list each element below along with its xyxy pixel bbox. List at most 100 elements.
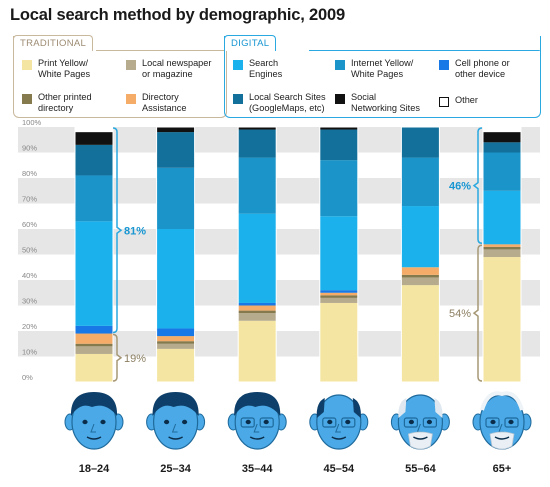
bar-segment bbox=[238, 310, 277, 314]
face-beard bbox=[489, 431, 515, 450]
annotation-label: 46% bbox=[449, 181, 471, 193]
bar-segment bbox=[319, 297, 358, 303]
face-eye bbox=[345, 419, 351, 425]
y-tick-label: 100% bbox=[22, 118, 42, 127]
annotation-label: 19% bbox=[124, 353, 146, 365]
legend-swatch bbox=[126, 60, 136, 70]
bar-segment bbox=[483, 152, 521, 191]
y-tick-label: 90% bbox=[22, 144, 37, 153]
y-tick-label: 30% bbox=[22, 297, 37, 306]
x-tick-label: 18–24 bbox=[79, 463, 110, 475]
x-tick-label: 55–64 bbox=[405, 463, 436, 475]
face-45-54-icon bbox=[309, 394, 369, 450]
legend-swatch bbox=[439, 60, 449, 70]
face-hair bbox=[352, 398, 361, 418]
face-nose bbox=[90, 423, 96, 433]
bar-segment bbox=[319, 295, 358, 298]
face-hair bbox=[234, 392, 281, 416]
annotations: 81% 19% 46% 54% bbox=[112, 127, 483, 382]
legend-item-directory-assistance: Directory Assistance bbox=[126, 92, 186, 114]
legend-label: Other bbox=[455, 95, 478, 105]
face-mouth bbox=[249, 436, 265, 440]
bar-segment bbox=[401, 206, 440, 268]
face-25-34-icon bbox=[146, 392, 206, 450]
x-tick-label: 45–54 bbox=[324, 463, 355, 475]
face-nose bbox=[253, 423, 260, 433]
face-eye bbox=[327, 419, 333, 425]
face-beard bbox=[407, 431, 433, 450]
bar-segment bbox=[75, 346, 113, 354]
annotation-bracket bbox=[112, 127, 123, 334]
legend-label: Print Yellow/ White Pages bbox=[38, 58, 91, 79]
face-35-44-icon bbox=[227, 392, 287, 450]
face-eye bbox=[164, 419, 170, 425]
legend-swatch bbox=[22, 60, 32, 70]
face-hair bbox=[70, 392, 118, 416]
legend-label: Local newspaper or magazine bbox=[142, 58, 212, 79]
face-hair bbox=[398, 398, 407, 418]
face-eye bbox=[426, 419, 432, 425]
legend-swatch bbox=[22, 94, 32, 104]
annotation-bracket bbox=[112, 333, 123, 382]
bar-segment bbox=[483, 132, 521, 143]
face-hair bbox=[480, 391, 524, 411]
bar-segment bbox=[156, 127, 195, 133]
legend-label: Local Search Sites (GoogleMaps, etc) bbox=[249, 92, 326, 113]
legend-traditional: TRADITIONAL Print Yellow/ White Pages Lo… bbox=[13, 35, 227, 118]
legend-swatch bbox=[233, 60, 243, 70]
bar-segment bbox=[238, 305, 277, 311]
legend-swatch bbox=[335, 60, 345, 70]
bar-segment bbox=[75, 353, 113, 382]
bar-segment bbox=[319, 127, 358, 130]
legend-item-other-printed-directory: Other printed directory bbox=[22, 92, 92, 114]
face-mouth bbox=[413, 436, 428, 440]
y-tick-label: 0% bbox=[22, 373, 33, 382]
bar-segment bbox=[401, 277, 440, 286]
legend-item-social-networking: Social Networking Sites bbox=[335, 92, 420, 114]
bar-segment bbox=[319, 216, 358, 291]
y-tick-label: 70% bbox=[22, 195, 37, 204]
face-glasses bbox=[422, 417, 437, 428]
face-nose bbox=[335, 423, 341, 433]
face-eye bbox=[408, 419, 414, 425]
bar-segment bbox=[75, 333, 113, 344]
legend-traditional-label: TRADITIONAL bbox=[13, 35, 94, 51]
bar-segment bbox=[156, 132, 195, 168]
y-tick-label: 80% bbox=[22, 169, 37, 178]
y-tick-label: 60% bbox=[22, 220, 37, 229]
y-axis-ticks: 0% 10% 20% 30% 40% 50% 60% 70% 80% 90% 100% bbox=[22, 118, 42, 382]
face-glasses bbox=[341, 417, 356, 428]
bar-segment bbox=[483, 127, 521, 133]
bar-segment bbox=[238, 213, 277, 303]
bar-segment bbox=[401, 274, 440, 278]
legend-label: Search Engines bbox=[249, 58, 283, 79]
legend-item-other: Other bbox=[439, 95, 478, 107]
legend-swatch bbox=[335, 94, 345, 104]
bar-segment bbox=[156, 229, 195, 329]
legend-label: Cell phone or other device bbox=[455, 58, 510, 79]
bar-segment bbox=[156, 341, 195, 344]
bar-segment bbox=[401, 127, 440, 158]
bar-segment bbox=[483, 244, 521, 247]
bar-segment bbox=[75, 325, 113, 334]
face-eye bbox=[508, 419, 514, 425]
bar-segment bbox=[319, 160, 358, 217]
bar-segment bbox=[156, 328, 195, 337]
bar-segment bbox=[319, 290, 358, 293]
legend-item-print-yellow-pages: Print Yellow/ White Pages bbox=[22, 58, 90, 80]
x-tick-label: 65+ bbox=[493, 463, 512, 475]
x-tick-label: 25–34 bbox=[160, 463, 191, 475]
bar-segment bbox=[319, 302, 358, 382]
bar-segment bbox=[75, 127, 113, 133]
bar-segment bbox=[483, 246, 521, 250]
legend-digital-label: DIGITAL bbox=[224, 35, 277, 51]
bar-outline bbox=[319, 126, 359, 383]
y-tick-label: 10% bbox=[22, 348, 37, 357]
legend-traditional-rule bbox=[96, 50, 226, 51]
bar-segment bbox=[156, 336, 195, 342]
bar-segment bbox=[238, 302, 277, 306]
bar-outline bbox=[400, 126, 440, 383]
face-mouth bbox=[168, 436, 183, 440]
bar-segment bbox=[238, 129, 277, 158]
legend-swatch bbox=[126, 94, 136, 104]
